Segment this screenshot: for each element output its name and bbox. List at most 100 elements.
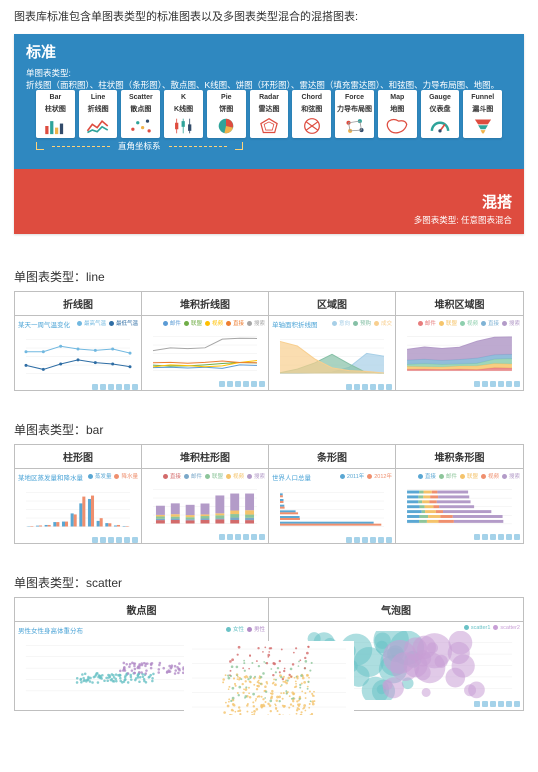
chart-cell: 折线图 某天一周气温变化 最高气温最低气温 [15, 292, 142, 390]
toolbox-icon[interactable] [100, 384, 106, 390]
legend-item: 搜索 [247, 472, 265, 480]
toolbox-icon[interactable] [116, 537, 122, 543]
toolbox-icon[interactable] [370, 537, 376, 543]
toolbox-icon[interactable] [474, 534, 480, 540]
axis-arrow-left [36, 142, 44, 150]
toolbox-icon[interactable] [346, 537, 352, 543]
toolbox-icon[interactable] [108, 384, 114, 390]
chart-title: 单轴面积折线图 [272, 319, 318, 329]
toolbox-icon[interactable] [132, 537, 138, 543]
toolbox-icon[interactable] [386, 537, 392, 543]
hero-card-pie[interactable]: Pie 饼图 [207, 90, 246, 138]
chart-toolbox[interactable] [399, 381, 520, 387]
hero-card-scatter[interactable]: Scatter 散点图 [121, 90, 160, 138]
toolbox-icon[interactable] [386, 384, 392, 390]
toolbox-icon[interactable] [235, 381, 241, 387]
toolbox-icon[interactable] [227, 534, 233, 540]
toolbox-icon[interactable] [474, 381, 480, 387]
toolbox-icon[interactable] [482, 534, 488, 540]
toolbox-icon[interactable] [498, 381, 504, 387]
toolbox-icon[interactable] [354, 384, 360, 390]
toolbox-icon[interactable] [108, 537, 114, 543]
toolbox-icon[interactable] [219, 701, 225, 707]
chart-toolbox[interactable] [145, 381, 265, 387]
toolbox-icon[interactable] [124, 384, 130, 390]
card-cn: 力导布局图 [337, 105, 372, 116]
toolbox-icon[interactable] [132, 384, 138, 390]
chart-toolbox[interactable] [399, 534, 520, 540]
hero-card-gauge[interactable]: Gauge 仪表盘 [421, 90, 460, 138]
toolbox-icon[interactable] [219, 381, 225, 387]
toolbox-icon[interactable] [506, 534, 512, 540]
toolbox-icon[interactable] [362, 537, 368, 543]
toolbox-icon[interactable] [514, 701, 520, 707]
toolbox-icon[interactable] [235, 534, 241, 540]
toolbox-icon[interactable] [482, 381, 488, 387]
toolbox-icon[interactable] [227, 701, 233, 707]
hero-card-funnel[interactable]: Funnel 漏斗图 [463, 90, 502, 138]
toolbox-icon[interactable] [92, 537, 98, 543]
toolbox-icon[interactable] [490, 701, 496, 707]
legend-item: 邮件 [418, 319, 436, 327]
toolbox-icon[interactable] [259, 534, 265, 540]
chart-legend: 蒸发量降水量 [88, 472, 138, 480]
toolbox-icon[interactable] [490, 381, 496, 387]
legend-item: 2012年 [367, 472, 392, 480]
toolbox-icon[interactable] [92, 384, 98, 390]
toolbox-icon[interactable] [116, 384, 122, 390]
toolbox-icon[interactable] [490, 534, 496, 540]
toolbox-icon[interactable] [482, 701, 488, 707]
toolbox-icon[interactable] [259, 701, 265, 707]
legend-item: 最低气温 [109, 319, 138, 327]
card-en: Chord [301, 93, 322, 104]
hero-card-line[interactable]: Line 折线图 [79, 90, 118, 138]
toolbox-icon[interactable] [506, 701, 512, 707]
toolbox-icon[interactable] [243, 701, 249, 707]
toolbox-icon[interactable] [100, 537, 106, 543]
toolbox-icon[interactable] [474, 701, 480, 707]
toolbox-icon[interactable] [370, 384, 376, 390]
toolbox-icon[interactable] [219, 534, 225, 540]
chart-toolbox[interactable] [272, 537, 392, 543]
hero-card-force[interactable]: Force 力导布局图 [335, 90, 374, 138]
chart-toolbox[interactable] [18, 701, 265, 707]
toolbox-icon[interactable] [259, 381, 265, 387]
chart-toolbox[interactable] [18, 384, 138, 390]
toolbox-icon[interactable] [378, 537, 384, 543]
card-cn: 折线图 [88, 105, 109, 116]
toolbox-icon[interactable] [251, 701, 257, 707]
toolbox-icon[interactable] [243, 381, 249, 387]
toolbox-icon[interactable] [514, 381, 520, 387]
hero-card-bar[interactable]: Bar 柱状图 [36, 90, 75, 138]
toolbox-icon[interactable] [498, 534, 504, 540]
toolbox-icon[interactable] [378, 384, 384, 390]
toolbox-icon[interactable] [346, 384, 352, 390]
toolbox-icon[interactable] [354, 537, 360, 543]
toolbox-icon[interactable] [251, 381, 257, 387]
toolbox-icon[interactable] [514, 534, 520, 540]
chart-toolbox[interactable] [272, 701, 520, 707]
chart-toolbox[interactable] [145, 534, 265, 540]
toolbox-icon[interactable] [124, 537, 130, 543]
chart-area [145, 480, 265, 533]
chart-legend: 意向预购成交 [332, 319, 392, 327]
toolbox-icon[interactable] [235, 701, 241, 707]
toolbox-icon[interactable] [498, 701, 504, 707]
legend-item: 成交 [374, 319, 392, 327]
toolbox-icon[interactable] [506, 381, 512, 387]
bar-icon [41, 116, 69, 136]
hero-card-chord[interactable]: Chord 和弦图 [292, 90, 331, 138]
toolbox-icon[interactable] [362, 384, 368, 390]
hero-card-k[interactable]: K K线图 [164, 90, 203, 138]
hero-card-map[interactable]: Map 地图 [378, 90, 417, 138]
cell-head: 柱形图 [15, 445, 141, 469]
toolbox-icon[interactable] [227, 381, 233, 387]
chart-toolbox[interactable] [18, 537, 138, 543]
hero-card-radar[interactable]: Radar 雷达图 [250, 90, 289, 138]
toolbox-icon[interactable] [251, 534, 257, 540]
chart-toolbox[interactable] [272, 384, 392, 390]
legend-item: 直接 [163, 472, 181, 480]
cell-head: 条形图 [269, 445, 395, 469]
chart-title: 世界人口总量 [272, 472, 311, 482]
toolbox-icon[interactable] [243, 534, 249, 540]
